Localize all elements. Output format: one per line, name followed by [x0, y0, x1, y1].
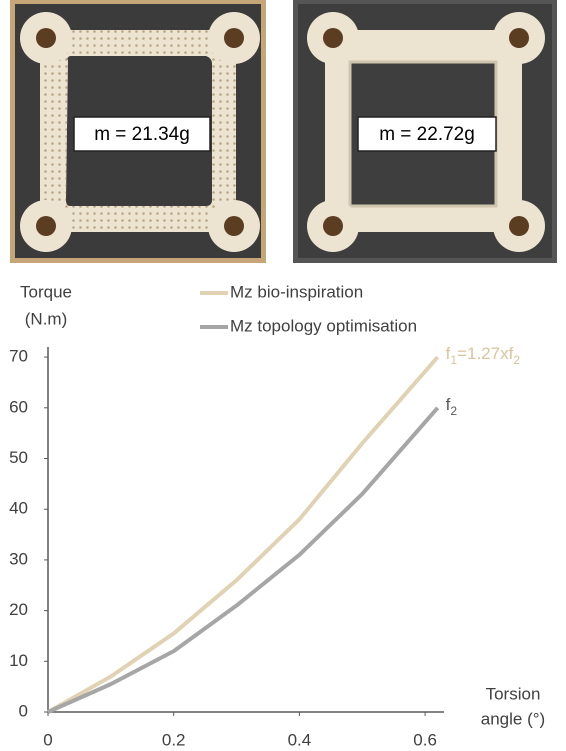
x-axis-label: Torsion: [486, 684, 541, 703]
annotation-part: 2: [450, 404, 457, 418]
y-tick-label: 0: [19, 701, 28, 720]
x-axis-label: angle (°): [481, 709, 545, 728]
x-tick-label: 0.6: [413, 730, 437, 749]
photo-left: m = 21.34g: [10, 0, 266, 263]
y-tick-label: 30: [9, 549, 28, 568]
annotation-part: f: [446, 395, 451, 414]
x-tick-label: 0.2: [162, 730, 186, 749]
annotation-part: =1.27xf: [457, 345, 514, 364]
photo-right: m = 22.72g: [293, 0, 557, 263]
y-tick-label: 50: [9, 448, 28, 467]
mass-label: m = 21.34g: [94, 124, 190, 145]
y-tick-label: 10: [9, 651, 28, 670]
x-tick-label: 0: [43, 730, 52, 749]
mass-label: m = 22.72g: [379, 124, 475, 145]
annotation: f2: [446, 395, 458, 418]
annotation-part: 1: [450, 353, 457, 367]
y-tick-label: 70: [9, 347, 28, 366]
y-axis-label: Torque: [20, 282, 72, 301]
legend-label: Mz topology optimisation: [230, 316, 417, 335]
annotation-part: f: [446, 345, 451, 364]
x-tick-label: 0.4: [288, 730, 312, 749]
legend-label: Mz bio-inspiration: [230, 282, 363, 301]
y-axis-label: (N.m): [25, 309, 67, 328]
series-line: [47, 355, 440, 714]
y-tick-label: 20: [9, 600, 28, 619]
series-line: [47, 406, 440, 714]
annotation: f1=1.27xf2: [446, 345, 521, 368]
y-tick-label: 60: [9, 397, 28, 416]
annotation-part: 2: [513, 353, 520, 367]
y-tick-label: 40: [9, 499, 28, 518]
